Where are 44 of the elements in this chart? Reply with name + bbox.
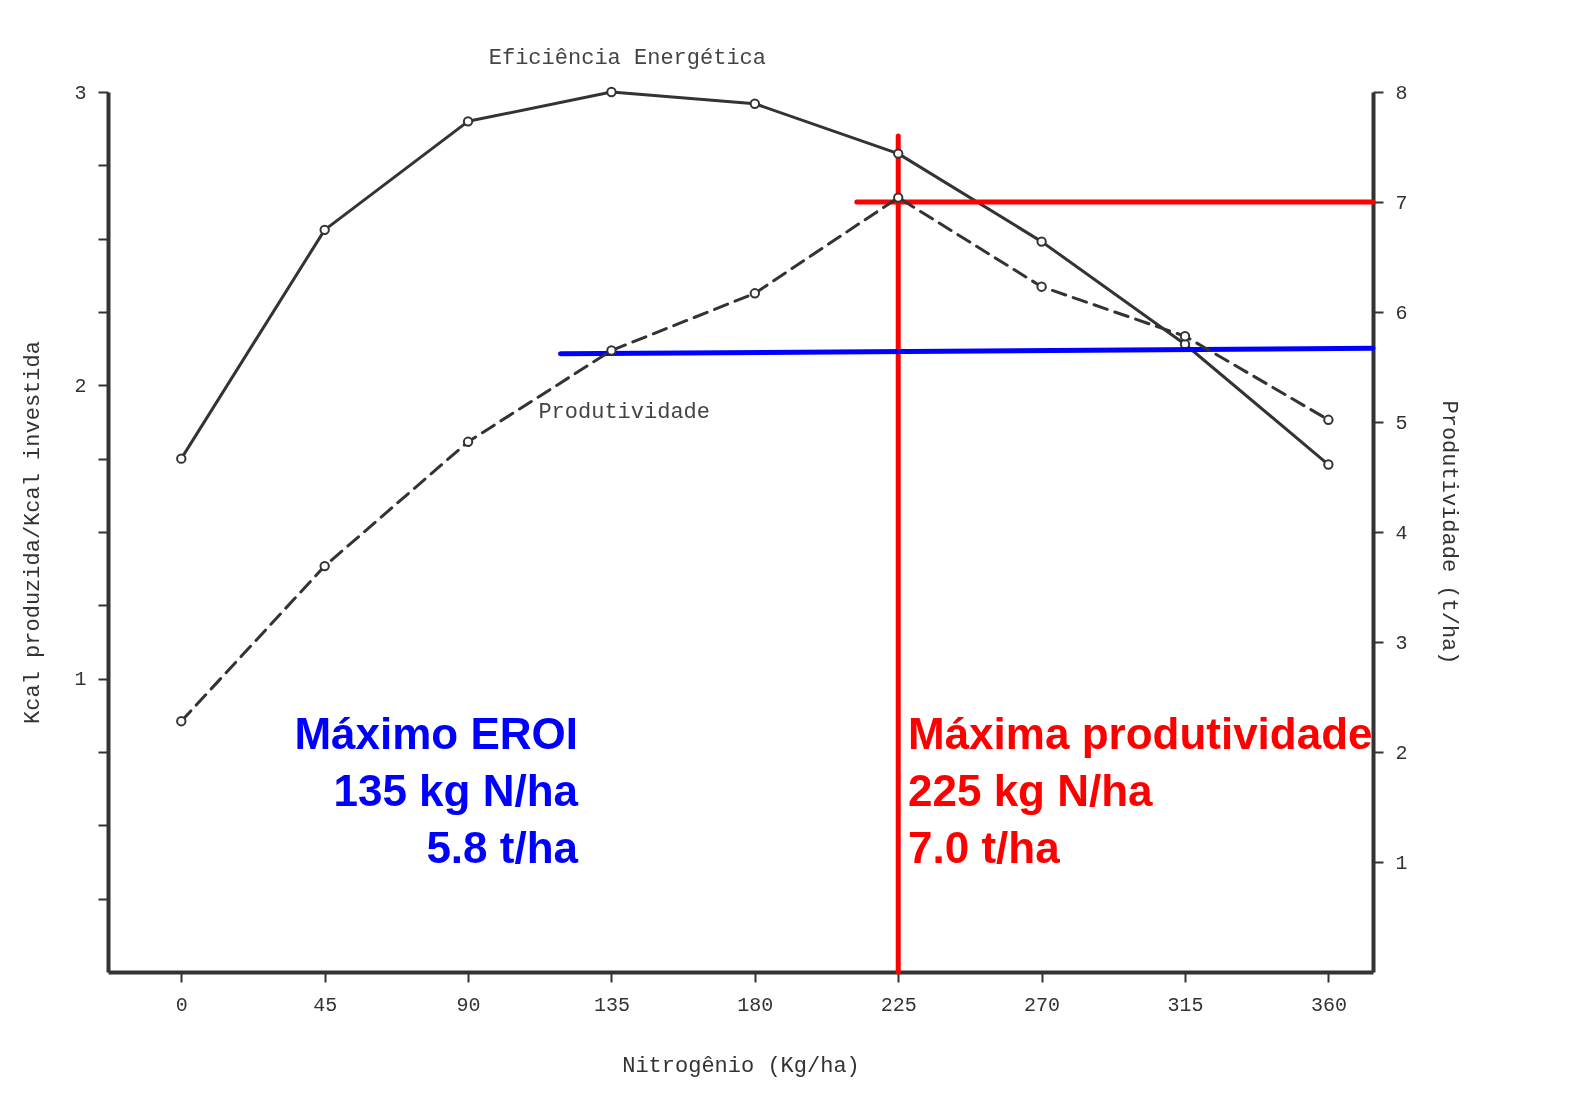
point [319, 224, 330, 236]
point [749, 98, 761, 109]
annotation: Máxima produtividade 225 kg N/ha 7.0 t/ha [908, 709, 1373, 872]
y2-tick-label: 5 [1395, 411, 1408, 435]
series-label: Eficiência Energética [488, 45, 767, 71]
x-tick-label: 90 [456, 993, 481, 1017]
y-tick-label: 3 [74, 81, 87, 105]
x-tick-label: 135 [593, 993, 630, 1017]
point [1323, 459, 1334, 470]
x-axis-title: Nitrogênio (Kg/ha) [622, 1053, 860, 1079]
y2-tick-label: 8 [1395, 81, 1408, 105]
point [1179, 331, 1191, 342]
point [176, 716, 187, 727]
point [1036, 281, 1047, 292]
point [1323, 414, 1334, 425]
x-tick-label: 315 [1167, 993, 1204, 1017]
y-axis-title: Kcal produzida/Kcal investida [21, 341, 47, 724]
point [176, 453, 187, 464]
point [462, 436, 474, 447]
point [606, 86, 617, 98]
x-tick-label: 0 [175, 993, 188, 1017]
point [606, 345, 617, 356]
point [893, 192, 904, 203]
x-tick-label: 360 [1310, 993, 1347, 1017]
y2-axis-title: Produtividade (t/ha) [1435, 400, 1461, 665]
y2-tick-label: 7 [1395, 191, 1408, 215]
x-tick-label: 180 [737, 993, 774, 1017]
point [462, 116, 474, 127]
y2-tick-label: 2 [1395, 741, 1408, 765]
y-tick-label: 1 [74, 668, 87, 692]
point [319, 560, 330, 572]
y2-tick-label: 3 [1395, 631, 1408, 655]
series-label: Produtividade [538, 400, 711, 425]
x-tick-label: 225 [880, 993, 917, 1017]
point [749, 288, 761, 299]
y2-tick-label: 6 [1395, 301, 1408, 325]
y2-tick-label: 1 [1395, 851, 1408, 875]
y2-tick-label: 4 [1395, 521, 1408, 545]
point [893, 148, 904, 159]
point [1036, 236, 1047, 247]
annotation: Máximo EROI 135 kg N/ha 5.8 t/ha [294, 709, 579, 872]
x-tick-label: 45 [313, 993, 338, 1017]
x-tick-label: 270 [1024, 993, 1061, 1017]
y-tick-label: 2 [74, 374, 87, 398]
